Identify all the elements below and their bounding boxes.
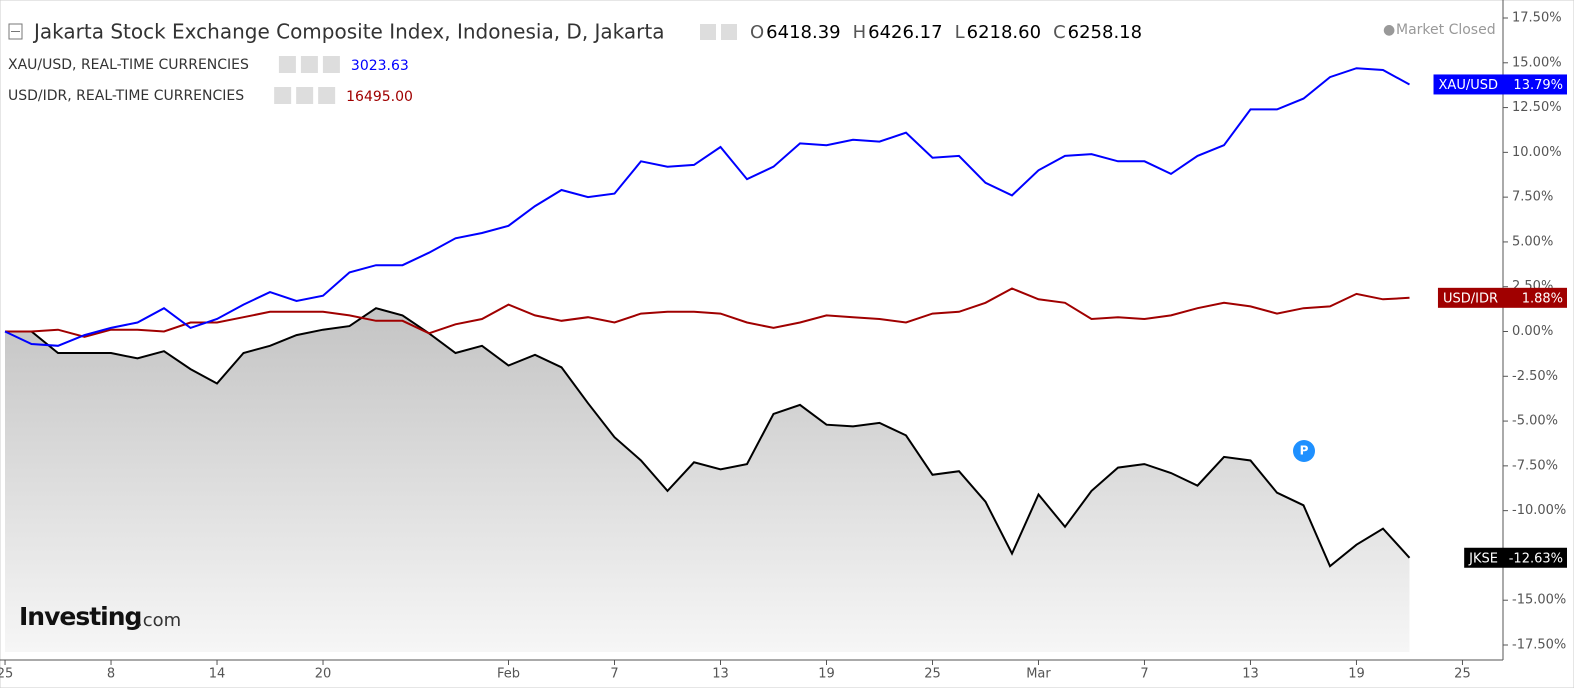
y-tick-label: -15.00%: [1512, 593, 1566, 608]
series-last-box: [1503, 547, 1567, 568]
y-tick-label: -7.50%: [1512, 458, 1558, 473]
y-tick-label: 0.00%: [1512, 324, 1553, 339]
y-tick-label: 15.00%: [1512, 55, 1562, 70]
x-tick-label: Mar: [1026, 667, 1051, 682]
ohlc-key: C: [1053, 22, 1066, 43]
x-tick-label: 25: [1454, 667, 1471, 682]
x-tick-label: 14: [209, 667, 226, 682]
y-tick-label: -17.50%: [1512, 638, 1566, 653]
x-tick-label: Feb: [497, 667, 520, 682]
line: [4, 67, 1410, 347]
legend-price: 3023.63: [351, 58, 409, 74]
series-tag-name: USD/IDR: [1443, 291, 1498, 306]
ohlc-key: O: [750, 22, 764, 43]
status: Market Closed: [1396, 22, 1496, 38]
x-tick-label: 25: [0, 667, 13, 682]
series-last-label: 1.88%: [1522, 291, 1563, 306]
x-tick-label: 20: [315, 667, 332, 682]
collapse-icon[interactable]: [8, 23, 23, 40]
series-tag: [1433, 74, 1503, 95]
legend-icon[interactable]: [296, 87, 314, 104]
area: [5, 308, 1410, 652]
x-tick-label: 13: [1242, 667, 1259, 682]
badge[interactable]: [1293, 440, 1315, 462]
y-tick-label: 10.00%: [1512, 145, 1562, 160]
series-tag: [1464, 547, 1503, 568]
series-tag: [1437, 287, 1503, 308]
legend-icon[interactable]: [318, 87, 336, 104]
series-last-box: [1503, 287, 1567, 308]
badge-text: P: [1300, 444, 1309, 458]
logo: Investing: [19, 602, 141, 631]
y-tick-label: -10.00%: [1512, 503, 1566, 518]
ohlc-value: 6258.18: [1068, 22, 1142, 43]
ohlc-key: L: [955, 22, 965, 43]
settings-icon[interactable]: [721, 24, 737, 40]
legend-icon[interactable]: [322, 56, 340, 73]
legend-icon[interactable]: [278, 56, 296, 73]
x-tick-label: 13: [712, 667, 729, 682]
x-tick-label: 19: [818, 667, 835, 682]
legend-name: XAU/USD, REAL-TIME CURRENCIES: [8, 57, 249, 73]
series-last-label: 13.79%: [1513, 78, 1563, 93]
header: Jakarta Stock Exchange Composite Index, …: [8, 20, 1496, 632]
ohlc-value: 6418.39: [766, 22, 840, 43]
series-tag-name: XAU/USD: [1439, 78, 1498, 93]
logo-suffix: .com: [137, 610, 181, 631]
legend-icon[interactable]: [274, 87, 292, 104]
ohlc-value: 6218.60: [967, 22, 1041, 43]
plot: [4, 67, 1411, 652]
legend-icon[interactable]: [300, 56, 318, 73]
status-dot: ●: [1383, 22, 1395, 38]
series-last-box: [1503, 74, 1567, 95]
series-last-label: -12.63%: [1509, 551, 1563, 566]
y-tick-label: 7.50%: [1512, 190, 1553, 205]
ohlc-value: 6426.17: [868, 22, 942, 43]
y-tick-label: 5.00%: [1512, 234, 1553, 249]
x-tick-label: 8: [107, 667, 115, 682]
series-tag-name: JKSE: [1468, 551, 1498, 566]
y-tick-label: 12.50%: [1512, 100, 1562, 115]
x-tick-label: 7: [1140, 667, 1148, 682]
title: Jakarta Stock Exchange Composite Index, …: [32, 20, 665, 44]
ohlc-key: H: [853, 22, 867, 43]
x-tick-label: 19: [1348, 667, 1365, 682]
x-tick-label: 25: [924, 667, 941, 682]
y-tick-label: -2.50%: [1512, 369, 1558, 384]
y-tick-label: -5.00%: [1512, 414, 1558, 429]
x-tick-label: 7: [610, 667, 618, 682]
y-tick-label: 17.50%: [1512, 11, 1562, 26]
settings-icon[interactable]: [700, 24, 716, 40]
legend-name: USD/IDR, REAL-TIME CURRENCIES: [8, 88, 244, 104]
line: [5, 307, 1411, 568]
legend-price: 16495.00: [346, 89, 413, 105]
line: [5, 287, 1410, 338]
